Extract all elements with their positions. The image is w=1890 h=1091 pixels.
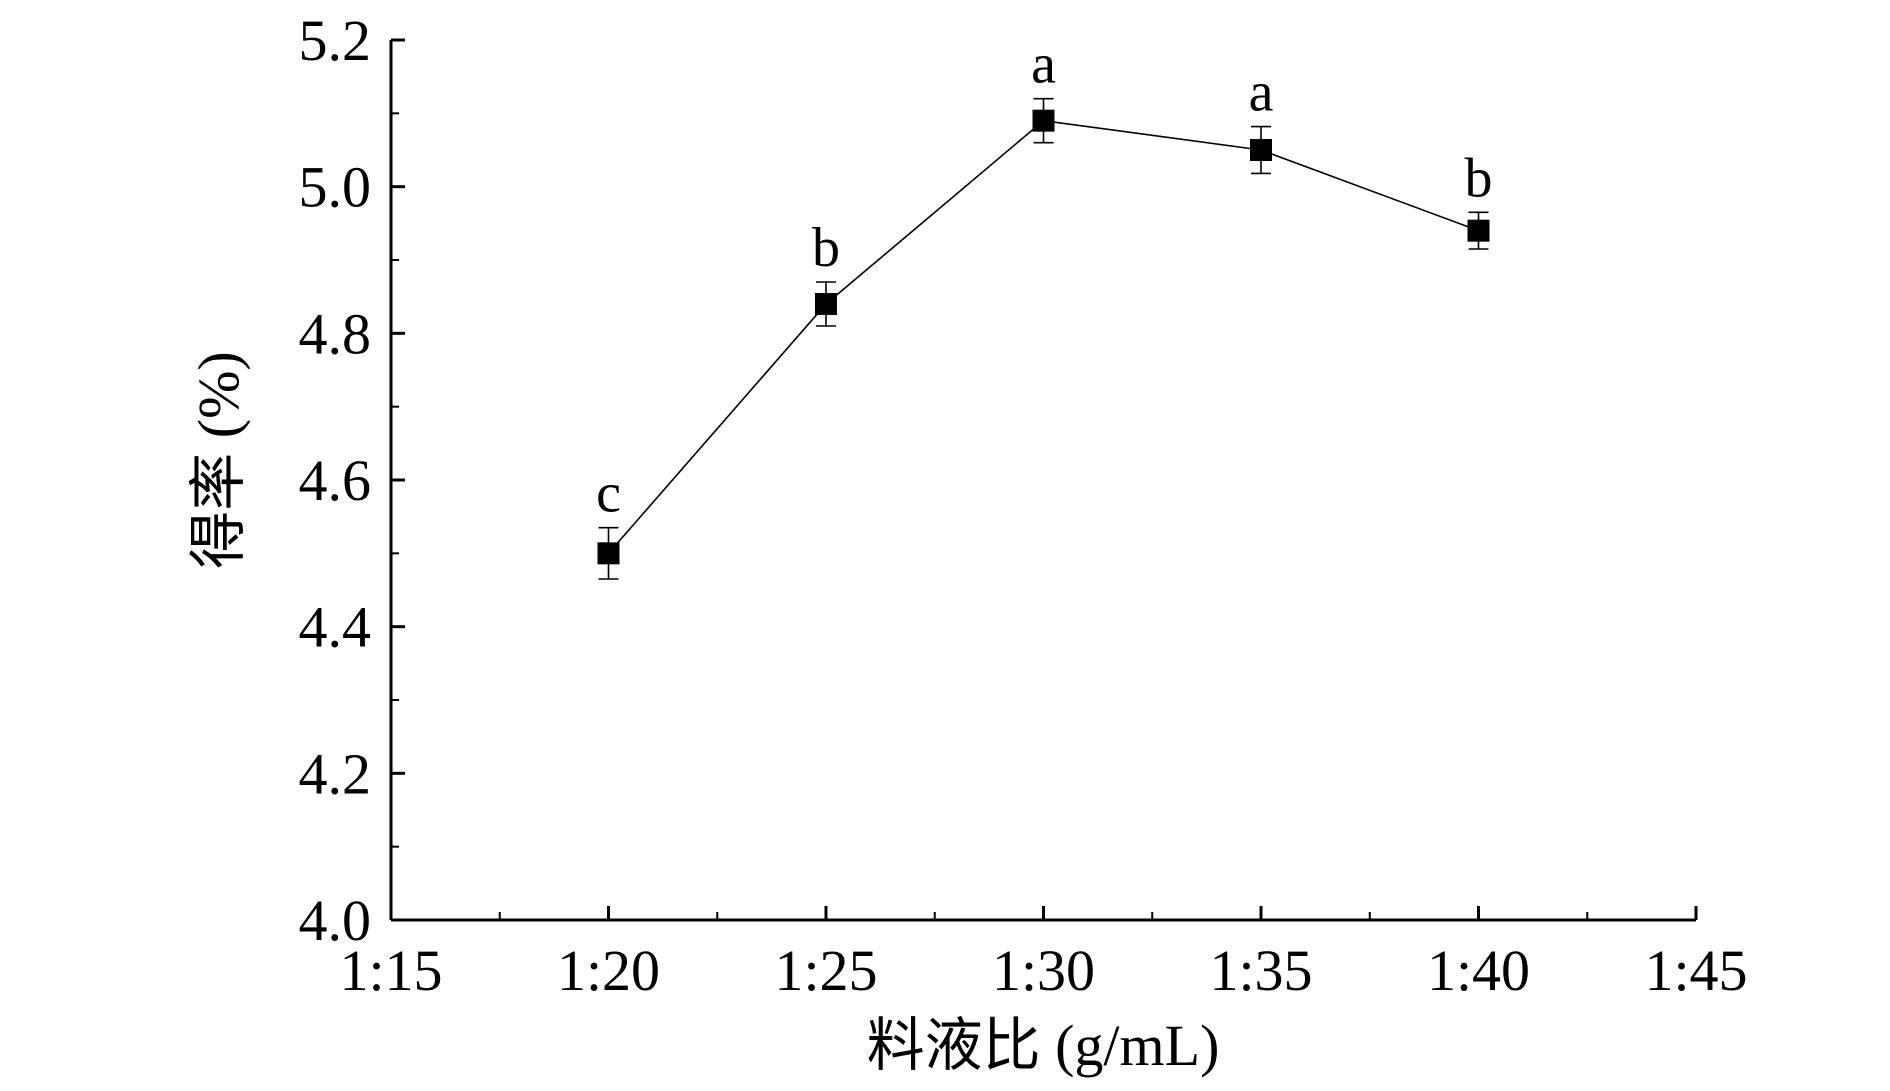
data-point-marker: [1467, 219, 1490, 242]
significance-label: c: [596, 463, 621, 525]
x-tick-label: 1:25: [774, 938, 877, 1003]
axes: 4.0 4.2 4.4 4.6 4.8 5.0 5.2 1:15 1:20 1:25 1:30 1:3…: [299, 8, 1748, 1003]
data-point-marker: [1250, 139, 1272, 161]
y-tick-label: 4.6: [299, 448, 372, 513]
significance-label: b: [812, 217, 840, 279]
y-axis-label: 得率 (%): [186, 351, 251, 568]
data-point-marker: [597, 542, 620, 565]
x-tick-label: 1:30: [992, 938, 1095, 1003]
significance-label: b: [1465, 147, 1493, 209]
series-yield: c b a a b: [596, 34, 1493, 580]
y-tick-label: 4.2: [299, 741, 372, 806]
x-tick-label: 1:35: [1209, 938, 1312, 1003]
data-point-marker: [1032, 109, 1055, 132]
y-tick-label: 4.4: [299, 595, 372, 660]
series-line: [607, 119, 1479, 554]
data-point-marker: [815, 293, 837, 315]
significance-label: a: [1249, 62, 1274, 124]
y-tick-label: 4.0: [299, 888, 372, 953]
x-tick-label: 1:40: [1427, 938, 1530, 1003]
y-tick-label: 5.0: [299, 155, 372, 220]
x-tick-label: 1:15: [339, 938, 442, 1003]
x-axis-label: 料液比 (g/mL): [867, 1013, 1220, 1078]
x-tick-label: 1:20: [557, 938, 660, 1003]
x-tick-label: 1:45: [1644, 938, 1747, 1003]
y-tick-label: 4.8: [299, 301, 372, 366]
significance-label: a: [1031, 34, 1056, 96]
y-tick-label: 5.2: [299, 8, 372, 73]
